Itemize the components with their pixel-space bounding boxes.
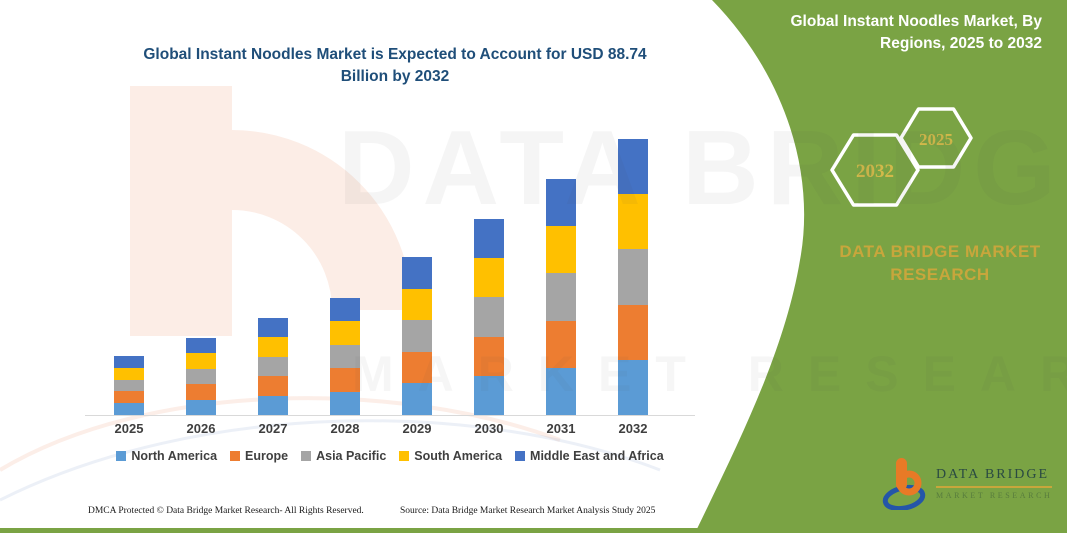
segment-europe	[474, 336, 504, 376]
chart-title: Global Instant Noodles Market is Expecte…	[143, 46, 647, 86]
legend-swatch	[116, 451, 127, 461]
segment-europe	[258, 376, 288, 396]
stacked-bar-chart: 2025 2026 2027 2028 2029 2030 2031 2032 North A…	[85, 129, 695, 463]
legend-swatch	[399, 451, 410, 461]
segment-asia-pacific	[474, 297, 504, 337]
segment-middle-east-and-africa	[186, 338, 216, 354]
bar-2032	[618, 139, 648, 415]
brand-wordmark: DATA BRIDGE MARKET RESEARCH	[839, 242, 1041, 284]
segment-asia-pacific	[402, 320, 432, 352]
segment-south-america	[186, 353, 216, 369]
x-tick-2027: 2027	[258, 421, 288, 436]
footer-logo: DATA BRIDGE MARKET RESEARCH	[882, 456, 1053, 510]
bar-2026	[186, 338, 216, 415]
x-tick-2032: 2032	[618, 421, 648, 436]
legend-swatch	[230, 451, 241, 461]
bar-2031	[546, 179, 576, 415]
segment-south-america	[618, 194, 648, 250]
segment-middle-east-and-africa	[546, 179, 576, 227]
segment-europe	[186, 384, 216, 400]
legend-item-asia-pacific: Asia Pacific	[301, 449, 386, 463]
segment-north-america	[546, 367, 576, 415]
legend-swatch	[515, 451, 526, 461]
panel-heading: Global Instant Noodles Market, By Region…	[790, 13, 1043, 52]
segment-asia-pacific	[618, 249, 648, 305]
bar-2028	[330, 298, 360, 415]
segment-south-america	[402, 288, 432, 321]
segment-asia-pacific	[546, 273, 576, 321]
dmca-notice: DMCA Protected © Data Bridge Market Rese…	[88, 506, 364, 516]
segment-asia-pacific	[114, 379, 144, 392]
segment-europe	[618, 304, 648, 360]
logo-text-block: DATA BRIDGE MARKET RESEARCH	[936, 467, 1053, 500]
bar-2029	[402, 257, 432, 415]
legend-item-north-america: North America	[116, 449, 217, 463]
legend-label: North America	[131, 449, 218, 463]
legend-item-middle-east-and-africa: Middle East and Africa	[515, 449, 664, 463]
segment-south-america	[258, 337, 288, 357]
segment-europe	[114, 391, 144, 404]
legend-swatch	[301, 451, 312, 461]
legend-label: Asia Pacific	[316, 449, 387, 463]
x-tick-2026: 2026	[186, 421, 216, 436]
segment-middle-east-and-africa	[258, 318, 288, 338]
segment-north-america	[402, 383, 432, 415]
segment-europe	[330, 368, 360, 392]
segment-south-america	[330, 321, 360, 345]
legend-item-south-america: South America	[399, 449, 502, 463]
segment-europe	[402, 351, 432, 384]
x-tick-2030: 2030	[474, 421, 504, 436]
segment-middle-east-and-africa	[114, 356, 144, 368]
segment-middle-east-and-africa	[474, 219, 504, 259]
segment-middle-east-and-africa	[618, 139, 648, 195]
data-bridge-logo-icon	[882, 458, 926, 510]
segment-north-america	[186, 399, 216, 415]
year-hexagons: 2032 2025	[830, 107, 973, 207]
segment-asia-pacific	[186, 368, 216, 385]
segment-north-america	[330, 391, 360, 415]
bar-2030	[474, 219, 504, 415]
legend-item-europe: Europe	[230, 449, 288, 463]
logo-title: DATA BRIDGE	[936, 467, 1053, 488]
segment-south-america	[114, 367, 144, 380]
x-tick-2029: 2029	[402, 421, 432, 436]
segment-middle-east-and-africa	[330, 298, 360, 322]
segment-asia-pacific	[330, 344, 360, 369]
segment-north-america	[258, 395, 288, 415]
segment-north-america	[618, 359, 648, 415]
legend-label: South America	[414, 449, 503, 463]
legend-label: Middle East and Africa	[530, 449, 664, 463]
hexagon-2025-label: 2025	[919, 130, 953, 149]
hexagon-2032-label: 2032	[856, 161, 894, 182]
source-note: Source: Data Bridge Market Research Mark…	[400, 506, 656, 516]
segment-middle-east-and-africa	[402, 257, 432, 289]
hexagon-2032	[830, 133, 920, 207]
logo-subtitle: MARKET RESEARCH	[936, 490, 1053, 500]
plot-area	[85, 129, 695, 416]
hexagon-2025	[899, 107, 973, 169]
bar-2025	[114, 356, 144, 415]
bar-2027	[258, 318, 288, 415]
x-tick-2025: 2025	[114, 421, 144, 436]
chart-legend: North America Europe Asia Pacific South Ame…	[70, 449, 710, 463]
legend-label: Europe	[245, 449, 289, 463]
x-tick-2028: 2028	[330, 421, 360, 436]
segment-south-america	[546, 226, 576, 274]
segment-south-america	[474, 258, 504, 298]
x-tick-2031: 2031	[546, 421, 576, 436]
segment-north-america	[114, 403, 144, 415]
segment-europe	[546, 320, 576, 368]
segment-north-america	[474, 375, 504, 415]
segment-asia-pacific	[258, 356, 288, 377]
